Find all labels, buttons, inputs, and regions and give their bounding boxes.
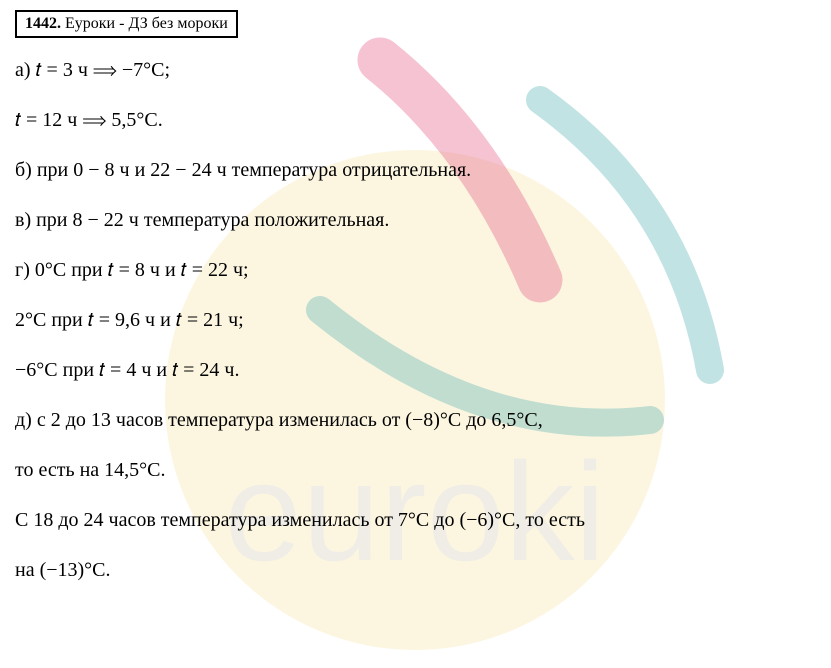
answer-v: в) при 8 − 22 ч температура положительна… <box>15 206 816 234</box>
answer-g-line3: −6°C при 𝑡 = 4 ч и 𝑡 = 24 ч. <box>15 356 816 384</box>
answer-a-line2: 𝑡 = 12 ч ⟹ 5,5°C. <box>15 106 816 134</box>
answer-g-line1: г) 0°C при 𝑡 = 8 ч и 𝑡 = 22 ч; <box>15 256 816 284</box>
answer-d-line3: С 18 до 24 часов температура изменилась … <box>15 506 816 534</box>
answer-d-line4: на (−13)°C. <box>15 556 816 584</box>
answer-a-line1: а) 𝑡 = 3 ч ⟹ −7°C; <box>15 56 816 84</box>
answer-d-line2: то есть на 14,5°C. <box>15 456 816 484</box>
problem-header: 1442. Еуроки - ДЗ без мороки <box>15 10 238 38</box>
answer-d-line1: д) с 2 до 13 часов температура изменилас… <box>15 406 816 434</box>
document-content: 1442. Еуроки - ДЗ без мороки а) 𝑡 = 3 ч … <box>0 0 831 616</box>
site-title: Еуроки - ДЗ без мороки <box>65 15 228 32</box>
problem-number: 1442. <box>25 15 61 32</box>
answer-g-line2: 2°C при 𝑡 = 9,6 ч и 𝑡 = 21 ч; <box>15 306 816 334</box>
answer-b: б) при 0 − 8 ч и 22 − 24 ч температура о… <box>15 156 816 184</box>
